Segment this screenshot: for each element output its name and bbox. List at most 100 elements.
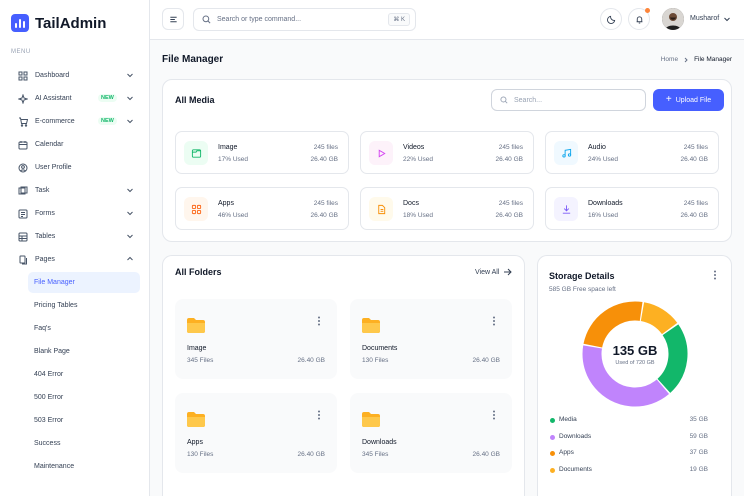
- command-search[interactable]: Search or type command... ⌘ K: [193, 8, 416, 31]
- brand-logo[interactable]: TailAdmin: [11, 14, 106, 32]
- chevron-down-icon[interactable]: [723, 15, 731, 23]
- media-file-count: 245 files: [498, 200, 523, 207]
- media-item-apps[interactable]: Apps 46% Used 245 files 26.40 GB: [175, 187, 349, 230]
- cart-icon: [18, 117, 28, 127]
- folder-icon: [187, 412, 205, 427]
- donut-chart: [582, 301, 688, 407]
- moon-icon: [606, 15, 615, 24]
- sidebar-item-label: E-commerce: [35, 118, 75, 125]
- sidebar: TailAdmin MENU Dashboard AI Assistant NE…: [0, 0, 150, 496]
- theme-toggle-button[interactable]: [600, 8, 622, 30]
- sidebar-subitem-500[interactable]: 500 Error: [34, 394, 64, 401]
- notification-button[interactable]: [628, 8, 650, 30]
- folder-file-count: 345 Files: [362, 451, 389, 458]
- sidebar-subitem-maintenance[interactable]: Maintenance: [34, 463, 75, 470]
- sidebar-item-dashboard[interactable]: Dashboard: [10, 64, 140, 87]
- media-item-image[interactable]: Image 17% Used 245 files 26.40 GB: [175, 131, 349, 174]
- search-icon: [202, 15, 211, 24]
- legend-value: 19 GB: [689, 465, 708, 473]
- shortcut-hint: ⌘ K: [388, 13, 410, 26]
- media-name: Apps: [218, 200, 234, 207]
- sidebar-subitem-pricing-tables[interactable]: Pricing Tables: [34, 302, 78, 309]
- play-icon: [369, 141, 393, 165]
- folder-card-downloads[interactable]: Downloads 345 Files 26.40 GB: [350, 393, 512, 473]
- more-vertical-icon[interactable]: [713, 270, 717, 280]
- folder-icon: [187, 318, 205, 333]
- sidebar-subitem-success[interactable]: Success: [34, 440, 61, 447]
- all-media-card: All Media Search... + Upload File Image 1…: [162, 79, 732, 242]
- sidebar-item-forms[interactable]: Forms: [10, 202, 140, 225]
- apps-icon: [184, 197, 208, 221]
- bell-icon: [636, 15, 642, 24]
- legend-item-apps: Apps 37 GB: [550, 448, 708, 460]
- more-vertical-icon[interactable]: [492, 410, 496, 420]
- sidebar-item-label: Tables: [35, 233, 56, 240]
- sidebar-subitem-blank-page[interactable]: Blank Page: [34, 348, 70, 355]
- avatar[interactable]: [662, 8, 684, 30]
- media-usage: 18% Used: [403, 212, 433, 219]
- donut-segment-downloads: [582, 301, 688, 407]
- folder-card-image[interactable]: Image 345 Files 26.40 GB: [175, 299, 337, 379]
- sidebar-subitem-503[interactable]: 503 Error: [34, 417, 64, 424]
- sidebar-item-tables[interactable]: Tables: [10, 225, 140, 248]
- user-icon: [18, 163, 28, 173]
- view-all-link[interactable]: View All: [475, 268, 513, 276]
- sidebar-item-label: Dashboard: [35, 72, 70, 79]
- media-usage: 17% Used: [218, 156, 248, 163]
- media-size: 26.40 GB: [680, 212, 708, 219]
- sidebar-subitem-404[interactable]: 404 Error: [34, 371, 64, 378]
- logo-icon: [11, 14, 29, 32]
- legend-value: 35 GB: [689, 416, 708, 423]
- storage-subtitle: 585 GB Free space left: [549, 286, 616, 293]
- media-file-count: 245 files: [313, 200, 338, 207]
- more-vertical-icon[interactable]: [317, 410, 321, 420]
- new-badge: NEW: [98, 117, 117, 125]
- media-file-count: 245 files: [683, 144, 708, 151]
- breadcrumb-home[interactable]: Home: [660, 56, 679, 63]
- legend-label: Downloads: [559, 432, 592, 440]
- media-name: Docs: [403, 200, 419, 207]
- form-icon: [18, 209, 28, 219]
- media-usage: 24% Used: [588, 156, 618, 163]
- sidebar-item-label: Forms: [35, 210, 55, 217]
- more-vertical-icon[interactable]: [492, 316, 496, 326]
- page-title: File Manager: [162, 54, 224, 65]
- media-item-downloads[interactable]: Downloads 16% Used 245 files 26.40 GB: [545, 187, 719, 230]
- media-item-audio[interactable]: Audio 24% Used 245 files 26.40 GB: [545, 131, 719, 174]
- sidebar-subitem-faqs[interactable]: Faq's: [34, 325, 51, 332]
- grid-icon: [18, 71, 28, 81]
- sidebar-subitem-file-manager[interactable]: File Manager: [28, 272, 140, 293]
- folder-card-apps[interactable]: Apps 130 Files 26.40 GB: [175, 393, 337, 473]
- legend-value: 37 GB: [689, 449, 708, 456]
- media-item-videos[interactable]: Videos 22% Used 245 files 26.40 GB: [360, 131, 534, 174]
- folder-size: 26.40 GB: [297, 357, 325, 364]
- sidebar-item-calendar[interactable]: Calendar: [10, 133, 140, 156]
- sidebar-nav: Dashboard AI Assistant NEW E-commerce NE…: [10, 64, 140, 478]
- sidebar-item-user-profile[interactable]: User Profile: [10, 156, 140, 179]
- menu-toggle-button[interactable]: [162, 8, 184, 30]
- media-name: Downloads: [588, 200, 623, 207]
- folders-title: All Folders: [175, 267, 222, 277]
- folder-file-count: 130 Files: [362, 357, 389, 364]
- media-name: Videos: [403, 144, 425, 151]
- sidebar-item-label: Calendar: [35, 141, 64, 148]
- breadcrumb: Home File Manager: [661, 56, 732, 63]
- sidebar-item-ecommerce[interactable]: E-commerce NEW: [10, 110, 140, 133]
- more-vertical-icon[interactable]: [317, 316, 321, 326]
- upload-file-button[interactable]: + Upload File: [653, 89, 724, 111]
- folder-size: 26.40 GB: [297, 451, 325, 458]
- media-size: 26.40 GB: [495, 156, 523, 163]
- sidebar-item-label: AI Assistant: [35, 95, 72, 102]
- sidebar-item-task[interactable]: Task: [10, 179, 140, 202]
- folder-card-documents[interactable]: Documents 130 Files 26.40 GB: [350, 299, 512, 379]
- legend-dot: [550, 434, 555, 440]
- sidebar-item-ai-assistant[interactable]: AI Assistant NEW: [10, 87, 140, 110]
- sidebar-item-pages[interactable]: Pages: [10, 248, 140, 271]
- table-icon: [18, 232, 28, 242]
- media-search-input[interactable]: Search...: [491, 89, 646, 111]
- storage-total-caption: Used of 720 GB: [615, 360, 655, 366]
- chevron-down-icon: [127, 188, 133, 193]
- storage-total: 135 GB: [612, 343, 658, 358]
- media-item-docs[interactable]: Docs 18% Used 245 files 26.40 GB: [360, 187, 534, 230]
- user-name[interactable]: Musharof: [690, 15, 720, 22]
